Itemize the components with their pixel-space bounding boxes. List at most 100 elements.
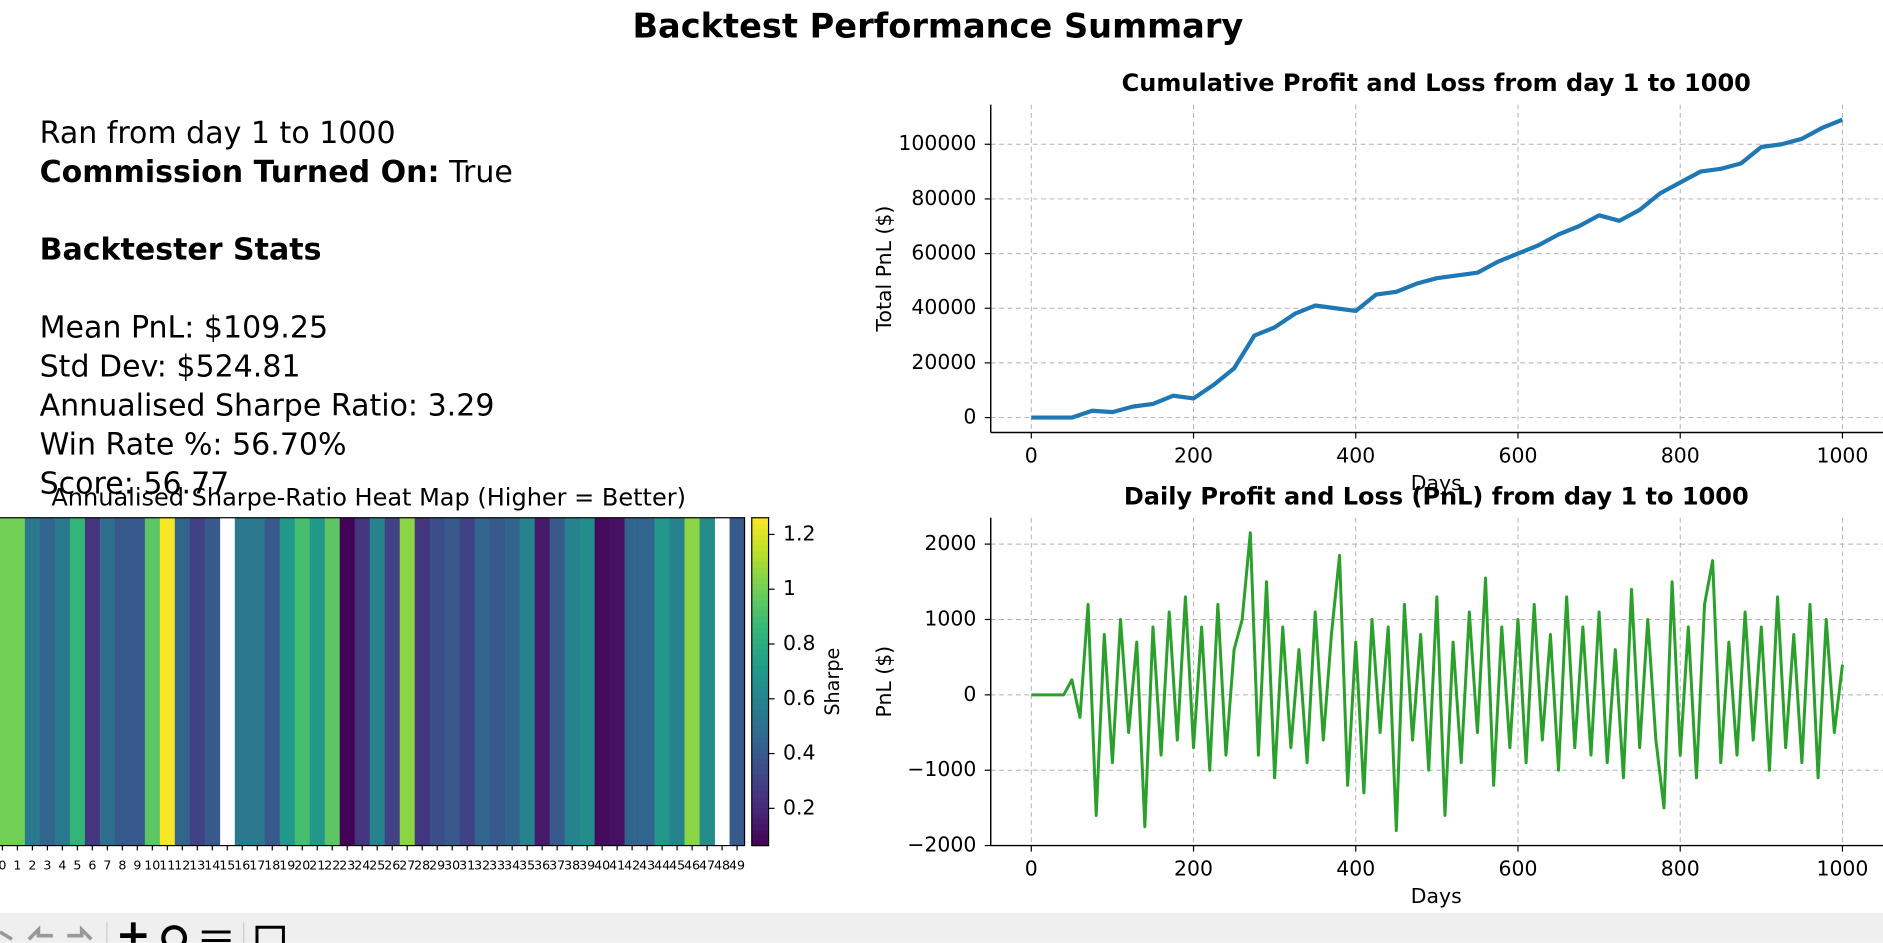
- colorbar-step: [751, 758, 769, 765]
- colorbar-step: [751, 561, 769, 568]
- x-tick-label: 21: [309, 857, 325, 872]
- x-tick-label: 23: [339, 857, 355, 872]
- colorbar-step: [751, 610, 769, 617]
- heat-cell: [639, 517, 655, 846]
- colorbar-label: Sharpe: [821, 648, 844, 716]
- colorbar-frame: [751, 517, 770, 847]
- heat-cell: [114, 517, 131, 846]
- colorbar-step: [751, 818, 769, 825]
- colorbar-step: [751, 714, 769, 721]
- heat-cell: [384, 517, 401, 846]
- x-tick-label: 16: [234, 857, 250, 872]
- heatmap-chart: 0123456789101112131415161718192021222324…: [0, 484, 844, 872]
- colorbar-step: [751, 681, 769, 688]
- x-tick-label: 1000: [1816, 857, 1868, 881]
- colorbar-step: [751, 823, 769, 830]
- x-tick-label: 25: [369, 857, 385, 872]
- x-tick-label: 47: [699, 857, 715, 872]
- colorbar-step: [751, 648, 769, 655]
- heat-cell: [504, 517, 521, 846]
- configure-icon[interactable]: [201, 930, 231, 942]
- heat-cell: [69, 517, 86, 846]
- heat-cell: [519, 517, 536, 846]
- colorbar-step: [751, 566, 769, 573]
- x-tick-label: 3: [43, 857, 51, 872]
- x-tick-label: 36: [534, 857, 550, 872]
- y-tick-label: 0: [963, 405, 976, 429]
- colorbar-step: [751, 725, 769, 732]
- heat-cell: [654, 517, 670, 846]
- x-tick-label: 34: [504, 857, 520, 872]
- x-tick-label: 5: [73, 857, 81, 872]
- colorbar-step: [751, 708, 769, 716]
- x-tick-label: 22: [324, 857, 340, 872]
- back-icon[interactable]: [0, 925, 53, 941]
- heat-cell: [369, 517, 386, 846]
- x-tick-label: 200: [1174, 857, 1213, 881]
- heat-cell: [234, 517, 251, 846]
- x-tick-label: 7: [103, 857, 111, 872]
- heat-cell: [54, 517, 71, 846]
- heat-cell: [309, 517, 326, 846]
- zoom-icon[interactable]: [161, 925, 188, 943]
- heat-cell: [174, 517, 191, 846]
- colorbar-step: [751, 840, 769, 847]
- heat-cell: [684, 517, 700, 846]
- heat-cell: [489, 517, 506, 846]
- forward-icon[interactable]: [67, 925, 93, 941]
- heat-cell: [549, 517, 565, 846]
- x-tick-label: 37: [549, 857, 565, 872]
- colorbar-step: [751, 534, 769, 541]
- y-tick-label: 100000: [898, 131, 976, 155]
- x-tick-label: 26: [384, 857, 400, 872]
- x-tick-label: 400: [1336, 443, 1375, 467]
- colorbar-step: [751, 785, 769, 792]
- toolbar-bg: [0, 912, 1883, 943]
- heat-cell: [459, 517, 476, 846]
- colorbar-step: [751, 698, 769, 705]
- heat-cell: [204, 517, 221, 846]
- x-tick-label: 10: [144, 857, 160, 872]
- commission-label: Commission Turned On:: [40, 155, 440, 190]
- heat-cell: [474, 517, 491, 846]
- colorbar-step: [751, 643, 769, 650]
- colorbar-step: [751, 627, 769, 634]
- heat-cell: [534, 517, 551, 846]
- heat-cell: [189, 517, 206, 846]
- x-axis-label: Days: [1411, 884, 1462, 908]
- colorbar-step: [751, 703, 769, 710]
- colorbar-step: [751, 769, 769, 776]
- x-tick-label: 29: [429, 857, 445, 872]
- colorbar-tick-label: 0.2: [783, 795, 815, 819]
- heat-cell: [294, 517, 311, 846]
- colorbar-tick-label: 1: [783, 576, 796, 600]
- colorbar-step: [751, 719, 769, 726]
- run-range: Ran from day 1 to 1000: [40, 116, 396, 151]
- colorbar-step: [751, 550, 769, 557]
- heat-cell: [144, 517, 161, 846]
- heat-cell: [669, 517, 685, 846]
- heat-cell: [354, 517, 371, 846]
- stat-line: Annualised Sharpe Ratio: 3.29: [40, 389, 495, 424]
- pan-icon[interactable]: [120, 922, 147, 943]
- line-chart: 0 200 400 600 800 1000 −2000 −1000 0 1000 2000 Dail…: [872, 482, 1883, 908]
- colorbar-step: [751, 528, 769, 535]
- colorbar-step: [751, 774, 769, 781]
- x-tick-label: 45: [669, 857, 685, 872]
- heat-cell: [414, 517, 431, 846]
- commission: Commission Turned On: True: [40, 155, 513, 190]
- heat-cell: [39, 517, 56, 846]
- save-icon[interactable]: [255, 925, 285, 943]
- colorbar-step: [751, 752, 769, 759]
- colorbar-step: [751, 594, 769, 601]
- stats-list: Mean PnL: $109.25 Std Dev: $524.81 Annuali…: [40, 311, 495, 502]
- colorbar-step: [751, 665, 769, 672]
- x-tick-label: 600: [1499, 857, 1538, 881]
- colorbar-step: [751, 583, 769, 590]
- x-axis-label: Days: [1411, 471, 1462, 495]
- commission-value: True: [448, 155, 513, 190]
- heat-cell: [279, 517, 296, 846]
- x-tick-label: 49: [729, 857, 745, 872]
- heat-cell: [729, 517, 745, 846]
